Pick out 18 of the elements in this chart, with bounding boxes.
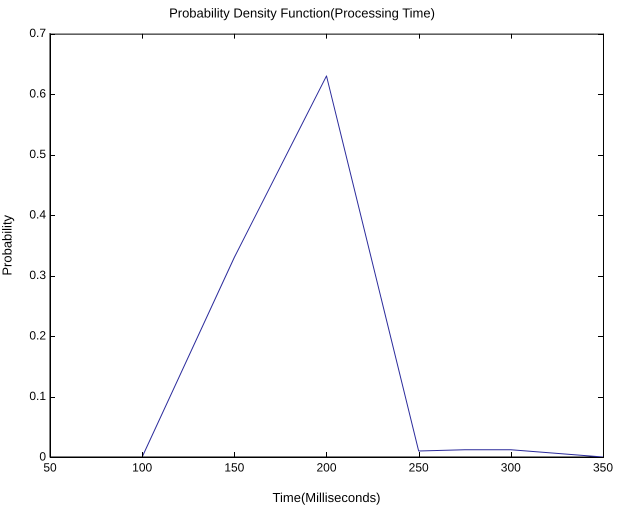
x-axis-title: Time(Milliseconds)	[272, 490, 380, 505]
y-axis-title: Probability	[0, 214, 14, 276]
y-tick-label: 0.6	[29, 86, 46, 100]
x-tick-label: 150	[224, 460, 245, 475]
x-tick-label: 200	[316, 460, 337, 475]
y-tick-label: 0.2	[29, 328, 46, 342]
y-tick-label: 0.4	[29, 207, 46, 222]
x-tick-label: 50	[43, 460, 57, 475]
x-tick-label: 250	[408, 460, 429, 475]
y-tick-label: 0.5	[29, 146, 46, 161]
x-tick-label: 100	[132, 460, 152, 475]
x-tick-label: 300	[500, 460, 522, 475]
y-tick-label: 0.7	[29, 26, 46, 40]
y-tick-label: 0.3	[29, 268, 46, 282]
y-tick-label: 0.1	[29, 388, 46, 403]
y-tick-label: 0	[39, 449, 46, 464]
chart-title: Probability Density Function(Processing Time)	[169, 5, 435, 20]
x-tick-label: 350	[592, 460, 614, 475]
